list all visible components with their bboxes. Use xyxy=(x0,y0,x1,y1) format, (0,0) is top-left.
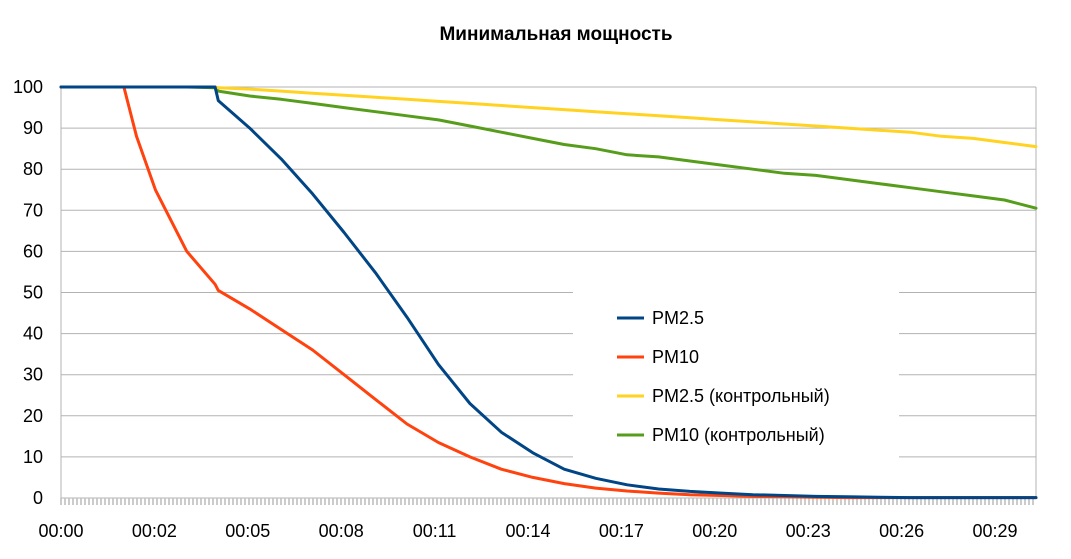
legend: PM2.5 PM10 PM2.5 (контрольный) PM10 (контро… xyxy=(573,292,899,458)
x-tick-label: 00:17 xyxy=(599,521,644,541)
x-axis-ticks: 00:00 00:02 00:05 00:08 00:11 00:14 00:17 00:20… xyxy=(38,521,1017,541)
y-tick-label: 100 xyxy=(13,77,43,97)
y-axis-ticks: 0 10 20 30 40 50 60 70 80 90 100 xyxy=(13,77,43,508)
x-tick-label: 00:20 xyxy=(692,521,737,541)
x-tick-label: 00:00 xyxy=(38,521,83,541)
y-tick-label: 40 xyxy=(23,324,43,344)
x-tick-label: 00:05 xyxy=(225,521,270,541)
series-line xyxy=(59,85,1038,149)
y-tick-label: 60 xyxy=(23,241,43,261)
legend-box xyxy=(573,292,899,458)
x-tick-label: 00:23 xyxy=(786,521,831,541)
legend-label: PM10 (контрольный) xyxy=(652,425,825,445)
series-line xyxy=(59,85,1038,210)
series-group xyxy=(59,85,1038,500)
legend-label: PM2.5 (контрольный) xyxy=(652,386,830,406)
x-tick-label: 00:14 xyxy=(505,521,550,541)
x-tick-label: 00:26 xyxy=(879,521,924,541)
legend-label: PM10 xyxy=(652,347,699,367)
y-tick-label: 80 xyxy=(23,159,43,179)
legend-label: PM2.5 xyxy=(652,308,704,328)
x-tick-label: 00:11 xyxy=(413,521,457,541)
y-tick-label: 30 xyxy=(23,365,43,385)
x-tick-label: 00:02 xyxy=(132,521,177,541)
y-tick-label: 90 xyxy=(23,118,43,138)
y-tick-label: 0 xyxy=(33,488,43,508)
chart-title: Минимальная мощность xyxy=(439,24,672,45)
x-tick-label: 00:08 xyxy=(319,521,364,541)
x-tick-label: 00:29 xyxy=(972,521,1017,541)
y-tick-label: 20 xyxy=(23,406,43,426)
y-tick-label: 50 xyxy=(23,283,43,303)
series-line xyxy=(59,85,1038,500)
y-tick-label: 70 xyxy=(23,200,43,220)
y-tick-label: 10 xyxy=(23,447,43,467)
